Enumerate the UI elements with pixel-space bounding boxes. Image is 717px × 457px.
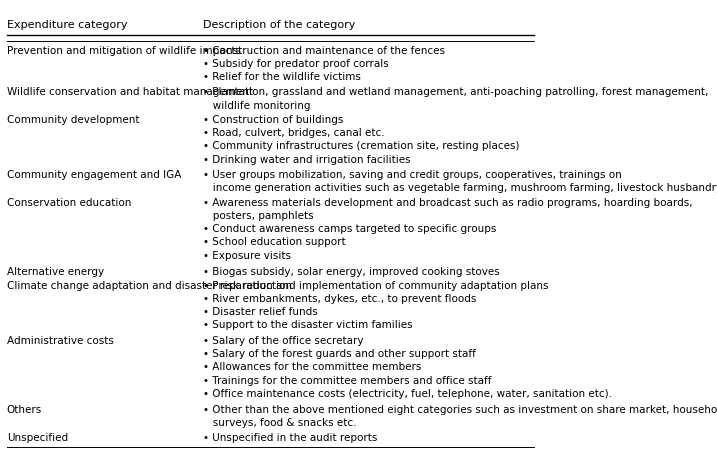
Text: Expenditure category: Expenditure category: [6, 20, 127, 30]
Text: • User groups mobilization, saving and credit groups, cooperatives, trainings on: • User groups mobilization, saving and c…: [203, 170, 717, 193]
Text: Community development: Community development: [6, 115, 139, 125]
Text: Administrative costs: Administrative costs: [6, 336, 113, 346]
Text: Wildlife conservation and habitat management: Wildlife conservation and habitat manage…: [6, 87, 253, 97]
Text: • Plantation, grassland and wetland management, anti-poaching patrolling, forest: • Plantation, grassland and wetland mana…: [203, 87, 708, 111]
Text: Climate change adaptation and disaster risk reduction: Climate change adaptation and disaster r…: [6, 281, 292, 291]
Text: Others: Others: [6, 405, 42, 415]
Text: • Salary of the office secretary
• Salary of the forest guards and other support: • Salary of the office secretary • Salar…: [203, 336, 612, 399]
Text: Alternative energy: Alternative energy: [6, 267, 104, 277]
Text: • Preparation and implementation of community adaptation plans
• River embankmen: • Preparation and implementation of comm…: [203, 281, 549, 330]
Text: • Biogas subsidy, solar energy, improved cooking stoves: • Biogas subsidy, solar energy, improved…: [203, 267, 500, 277]
Text: • Construction of buildings
• Road, culvert, bridges, canal etc.
• Community inf: • Construction of buildings • Road, culv…: [203, 115, 520, 165]
Text: • Other than the above mentioned eight categories such as investment on share ma: • Other than the above mentioned eight c…: [203, 405, 717, 428]
Text: Community engagement and IGA: Community engagement and IGA: [6, 170, 181, 180]
Text: • Awareness materials development and broadcast such as radio programs, hoarding: • Awareness materials development and br…: [203, 198, 693, 260]
Text: Prevention and mitigation of wildlife impacts: Prevention and mitigation of wildlife im…: [6, 46, 241, 56]
Text: • Construction and maintenance of the fences
• Subsidy for predator proof corral: • Construction and maintenance of the fe…: [203, 46, 445, 82]
Text: Unspecified: Unspecified: [6, 433, 68, 443]
Text: Description of the category: Description of the category: [203, 20, 356, 30]
Text: Conservation education: Conservation education: [6, 198, 131, 208]
Text: • Unspecified in the audit reports: • Unspecified in the audit reports: [203, 433, 377, 443]
